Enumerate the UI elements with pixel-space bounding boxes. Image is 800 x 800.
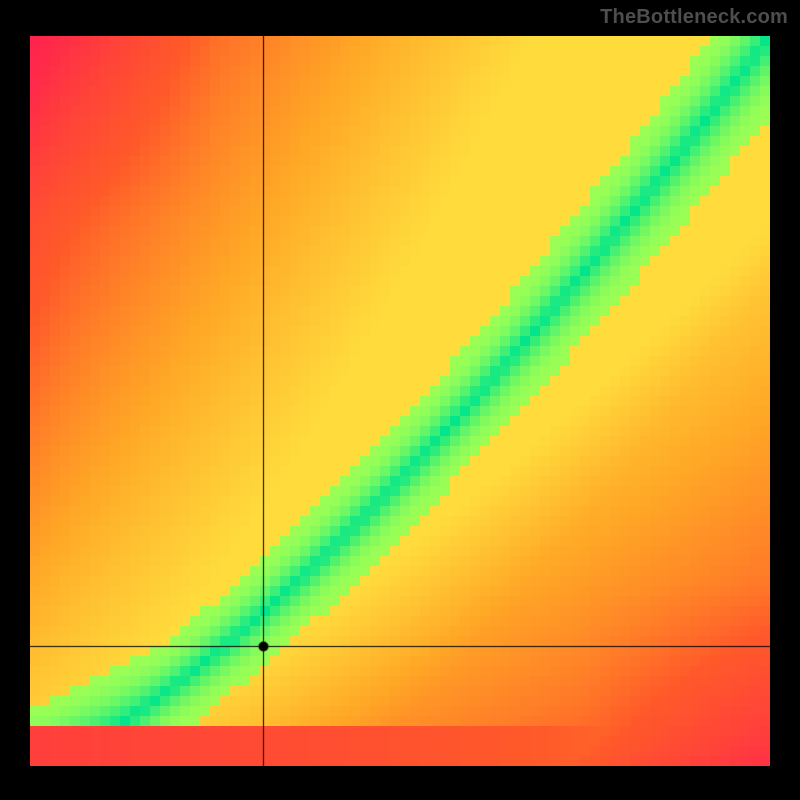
crosshair-overlay [30,36,770,766]
plot-area [30,36,770,766]
watermark-text: TheBottleneck.com [600,6,788,29]
chart-frame: TheBottleneck.com [0,0,800,800]
